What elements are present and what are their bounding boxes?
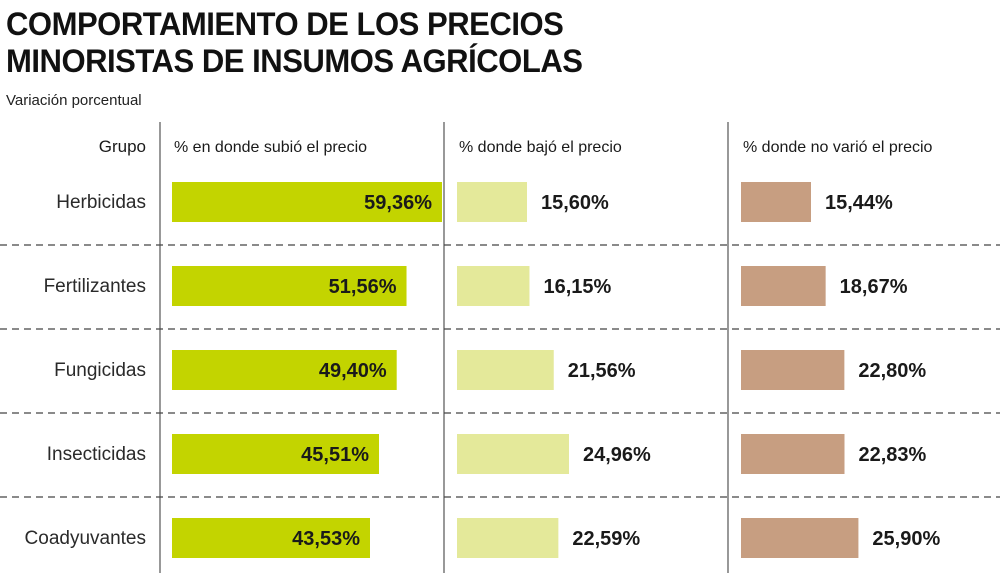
data-label: 24,96% (583, 444, 651, 466)
data-label: 21,56% (568, 360, 636, 382)
bar-1 (172, 266, 407, 306)
data-label: 22,83% (859, 444, 927, 466)
data-label: 22,59% (572, 528, 640, 550)
data-label: 18,67% (840, 276, 908, 298)
chart-title: COMPORTAMIENTO DE LOS PRECIOS MINORISTAS… (6, 6, 966, 80)
category-label: Coadyuvantes (25, 528, 146, 549)
category-label: Insecticidas (47, 444, 146, 465)
category-label: Fungicidas (54, 360, 146, 381)
series-header-2: % donde bajó el precio (459, 139, 622, 156)
bar-2 (457, 434, 569, 474)
data-label: 25,90% (872, 528, 940, 550)
category-label: Herbicidas (56, 192, 146, 213)
series-header-1: % en donde subió el precio (174, 139, 367, 156)
data-label: 49,40% (319, 360, 387, 382)
bar-1 (172, 182, 442, 222)
data-label: 59,36% (364, 192, 432, 214)
bar-2 (457, 266, 530, 306)
category-label: Fertilizantes (44, 276, 146, 297)
data-label: 51,56% (329, 276, 397, 298)
data-label: 16,15% (543, 276, 611, 298)
bar-2 (457, 182, 527, 222)
data-label: 45,51% (301, 444, 369, 466)
bar-3 (741, 350, 845, 390)
chart-subtitle: Variación porcentual (6, 92, 142, 109)
data-label: 22,80% (858, 360, 926, 382)
chart-title-line-2: MINORISTAS DE INSUMOS AGRÍCOLAS (6, 43, 583, 79)
bar-2 (457, 518, 559, 558)
bar-2 (457, 350, 554, 390)
bar-3 (741, 182, 811, 222)
series-header-3: % donde no varió el precio (743, 139, 933, 156)
bar-1 (172, 518, 370, 558)
data-label: 15,44% (825, 192, 893, 214)
bar-3 (741, 518, 859, 558)
bar-3 (741, 434, 845, 474)
bar-1 (172, 350, 397, 390)
bar-3 (741, 266, 826, 306)
chart-title-line-1: COMPORTAMIENTO DE LOS PRECIOS (6, 6, 564, 42)
data-label: 15,60% (541, 192, 609, 214)
category-header: Grupo (99, 137, 146, 156)
data-label: 43,53% (292, 528, 360, 550)
bar-1 (172, 434, 380, 474)
